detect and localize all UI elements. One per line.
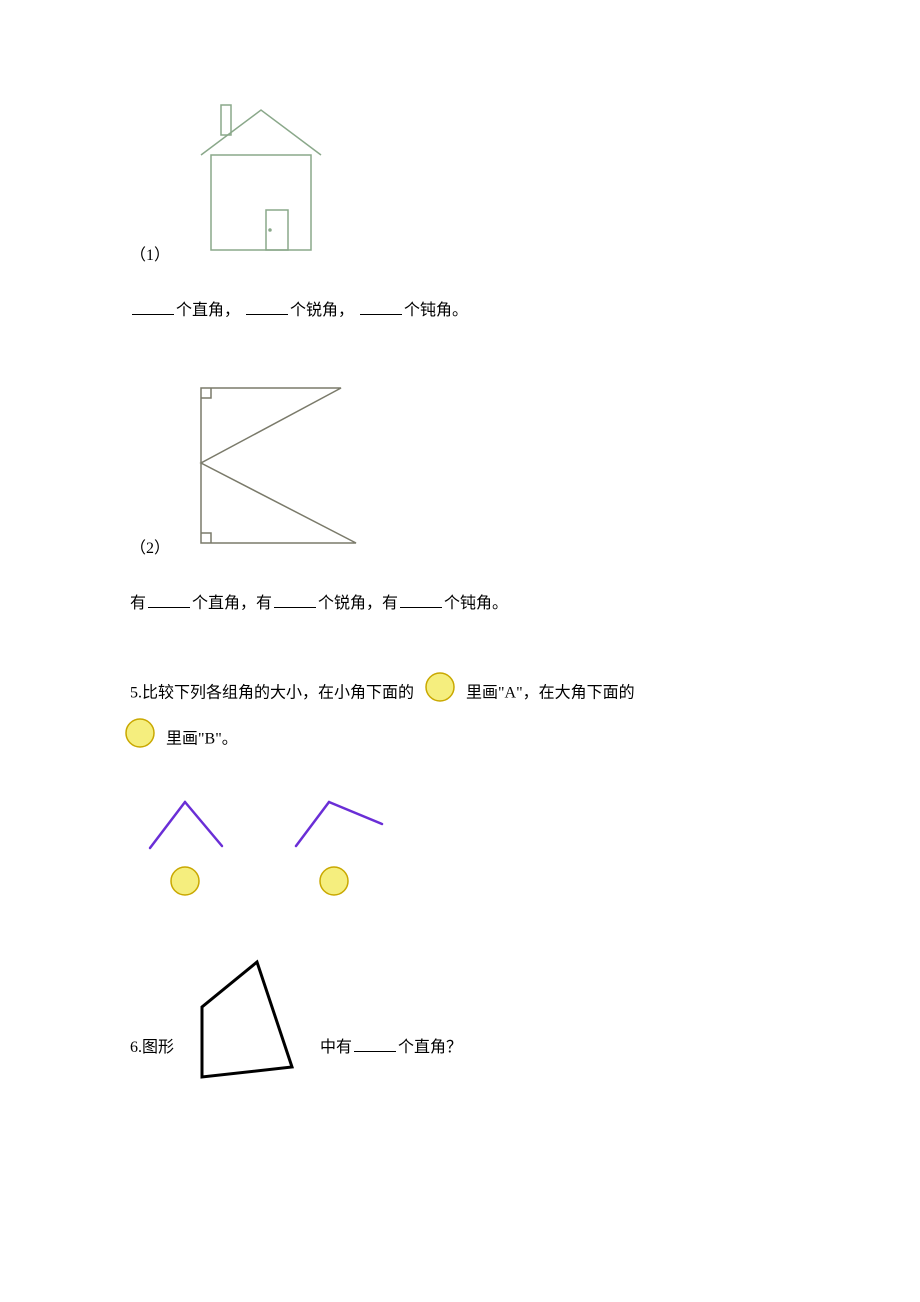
angle-1 (130, 790, 240, 902)
q6-left-text: 6.图形 (130, 1033, 174, 1097)
q6-number: 6. (130, 1039, 142, 1056)
question-1: （1） 个直角， (130, 100, 790, 328)
q5-angle-figures (130, 790, 790, 902)
q1-figure (186, 100, 336, 265)
q5-number: 5. (130, 685, 142, 702)
q2-text-1: 个直角，有 (192, 595, 272, 612)
q2-prefix: 有 (130, 595, 146, 612)
circle-icon (124, 717, 156, 762)
question-6: 6.图形 中有 个直角？ (130, 952, 790, 1097)
question-5: 5.比较下列各组角的大小，在小角下面的 里画"A"，在大角下面的 里画"B"。 (130, 671, 790, 901)
blank-input[interactable] (360, 298, 402, 315)
q1-text-2: 个锐角， (290, 302, 354, 319)
q2-label: （2） (130, 534, 170, 558)
blank-input[interactable] (132, 298, 174, 315)
q2-figure-row: （2） (130, 378, 790, 558)
blank-input[interactable] (246, 298, 288, 315)
angle-2-circle[interactable] (274, 865, 394, 902)
q2-figure (186, 378, 376, 558)
q6-right-text: 中有 个直角？ (320, 1033, 462, 1097)
q6-figure (182, 952, 312, 1097)
quad-svg (182, 952, 312, 1092)
q2-text-2: 个锐角，有 (318, 595, 398, 612)
angle-2 (274, 790, 394, 902)
q5-text-b: 里画"A"，在大角下面的 (466, 685, 635, 702)
q5-text-a: 比较下列各组角的大小，在小角下面的 (142, 685, 414, 702)
circle-icon (424, 671, 456, 716)
blank-input[interactable] (400, 591, 442, 608)
q1-text-1: 个直角， (176, 302, 240, 319)
blank-input[interactable] (274, 591, 316, 608)
question-2: （2） 有 个直角，有 个锐角，有 个钝角。 (130, 378, 790, 621)
blank-input[interactable] (148, 591, 190, 608)
q5-text-line-2: 里画"B"。 (130, 717, 790, 762)
q5-text-c: 里画"B"。 (166, 730, 238, 747)
q6-text-after-1: 中有 (320, 1039, 352, 1056)
q6-text-before: 图形 (142, 1039, 174, 1056)
q1-figure-row: （1） (130, 100, 790, 265)
q1-text-3: 个钝角。 (404, 302, 468, 319)
angle-1-circle[interactable] (130, 865, 240, 902)
blank-input[interactable] (354, 1035, 396, 1052)
worksheet-page: （1） 个直角， (0, 0, 920, 1247)
q6-text-after-2: 个直角？ (398, 1039, 462, 1056)
angle-1-svg (130, 790, 240, 860)
q5-text-line-1: 5.比较下列各组角的大小，在小角下面的 里画"A"，在大角下面的 (130, 671, 790, 716)
q1-answer-line: 个直角， 个锐角， 个钝角。 (130, 293, 790, 328)
house-svg (186, 100, 336, 260)
q1-label: （1） (130, 241, 170, 265)
angle-2-svg (274, 790, 394, 860)
q2-answer-line: 有 个直角，有 个锐角，有 个钝角。 (130, 586, 790, 621)
flag-svg (186, 378, 376, 553)
q2-text-3: 个钝角。 (444, 595, 508, 612)
